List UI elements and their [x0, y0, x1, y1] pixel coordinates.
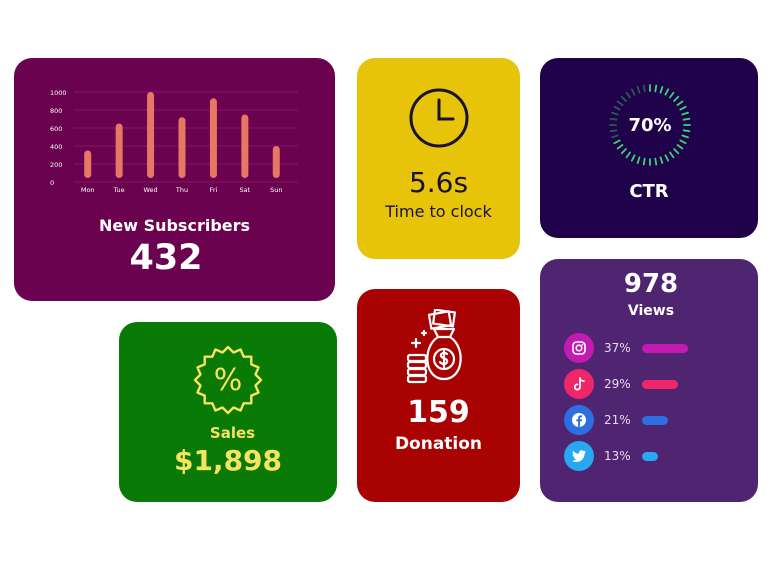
- gauge-tick: [679, 139, 687, 145]
- money-bag-icon: [406, 309, 462, 384]
- tiktok-percent: 29%: [604, 377, 631, 391]
- time-to-clock-card[interactable]: 5.6s Time to clock: [357, 58, 520, 259]
- donation-value: 159: [407, 395, 470, 430]
- tiktok-icon: [564, 369, 594, 399]
- y-tick-label: 200: [50, 161, 62, 169]
- facebook-percent: 21%: [604, 413, 631, 427]
- gauge-tick: [682, 117, 691, 121]
- time-to-clock-value: 5.6s: [408, 166, 469, 199]
- discount-badge-icon: %: [193, 345, 263, 415]
- y-tick-label: 0: [50, 179, 54, 187]
- tiktok-bar: [642, 380, 678, 389]
- subscribers-value: 432: [129, 238, 203, 278]
- gauge-tick: [681, 111, 689, 116]
- gauge-tick: [676, 100, 684, 106]
- twitter-percent: 13%: [604, 449, 631, 463]
- time-to-clock-label: Time to clock: [385, 202, 492, 221]
- instagram-percent: 37%: [604, 341, 631, 355]
- gauge-tick: [636, 86, 641, 94]
- x-tick-label: Thu: [175, 186, 188, 194]
- gauge-tick: [682, 129, 691, 133]
- gauge-tick: [611, 134, 619, 139]
- y-tick-label: 800: [50, 107, 62, 115]
- gauge-tick: [636, 156, 641, 164]
- gauge-tick: [630, 88, 636, 96]
- gauge-tick: [654, 157, 658, 166]
- sales-card[interactable]: % Sales $1,898: [119, 322, 337, 502]
- instagram-icon: [564, 333, 594, 363]
- bar: [147, 92, 155, 178]
- views-row-instagram[interactable]: 37%: [564, 333, 744, 365]
- y-tick-label: 1000: [50, 89, 67, 97]
- ctr-gauge: 70%: [609, 84, 691, 166]
- bar: [241, 114, 249, 178]
- sales-label: Sales: [209, 424, 256, 442]
- facebook-bar: [642, 416, 668, 425]
- x-tick-label: Sat: [240, 186, 251, 194]
- y-tick-label: 400: [50, 143, 62, 151]
- gauge-tick: [609, 129, 618, 133]
- subscribers-title: New Subscribers: [98, 216, 251, 235]
- gauge-tick: [630, 154, 636, 162]
- sales-value: $1,898: [173, 444, 283, 477]
- gauge-tick: [659, 156, 664, 164]
- clock-icon: [409, 88, 469, 148]
- gauge-tick: [669, 91, 675, 99]
- gauge-tick: [642, 84, 646, 93]
- views-row-facebook[interactable]: 21%: [564, 405, 744, 437]
- x-tick-label: Tue: [113, 186, 125, 194]
- y-tick-label: 600: [50, 125, 62, 133]
- gauge-tick: [664, 154, 670, 162]
- gauge-tick: [620, 148, 627, 155]
- gauge-tick: [654, 84, 658, 93]
- x-tick-label: Mon: [81, 186, 95, 194]
- ctr-percent: 70%: [628, 115, 671, 136]
- gauge-tick: [679, 105, 687, 111]
- twitter-icon: [564, 441, 594, 471]
- gauge-tick: [613, 139, 621, 145]
- gauge-tick: [673, 95, 680, 102]
- gauge-tick: [659, 86, 664, 94]
- gauge-tick: [613, 105, 621, 111]
- gauge-tick: [625, 91, 631, 99]
- donation-card[interactable]: 159 Donation: [357, 289, 520, 502]
- views-card[interactable]: 978 Views 37% 29% 21% 13%: [540, 259, 758, 502]
- gauge-tick: [616, 100, 624, 106]
- gauge-tick: [611, 111, 619, 116]
- twitter-bar: [642, 452, 658, 461]
- views-row-twitter[interactable]: 13%: [564, 441, 744, 473]
- gauge-tick: [664, 88, 670, 96]
- gauge-tick: [669, 151, 675, 159]
- bar: [209, 98, 217, 178]
- gauge-tick: [609, 117, 618, 121]
- ctr-card[interactable]: 70% CTR: [540, 58, 758, 238]
- subscribers-chart: 0 200 400 600 800 1000 Mon Tue Wed Thu Fri Sat Sun: [50, 89, 298, 194]
- gauge-tick: [673, 148, 680, 155]
- gauge-tick: [625, 151, 631, 159]
- x-tick-label: Wed: [143, 186, 157, 194]
- x-tick-label: Sun: [270, 186, 282, 194]
- x-tick-label: Fri: [210, 186, 218, 194]
- instagram-bar: [642, 344, 688, 353]
- views-value: 978: [623, 269, 679, 299]
- bar: [272, 146, 280, 178]
- bar: [84, 150, 92, 178]
- facebook-icon: [564, 405, 594, 435]
- views-row-tiktok[interactable]: 29%: [564, 369, 744, 401]
- bar: [115, 123, 123, 178]
- gauge-tick: [681, 134, 689, 139]
- views-label: Views: [627, 303, 675, 319]
- gauge-tick: [642, 157, 646, 166]
- gauge-tick: [676, 144, 684, 150]
- gauge-tick: [620, 95, 627, 102]
- bar: [178, 117, 186, 178]
- ctr-label: CTR: [629, 181, 669, 202]
- gauge-tick: [616, 144, 624, 150]
- svg-text:%: %: [214, 363, 243, 398]
- donation-label: Donation: [394, 434, 483, 454]
- subscribers-card[interactable]: [14, 58, 335, 301]
